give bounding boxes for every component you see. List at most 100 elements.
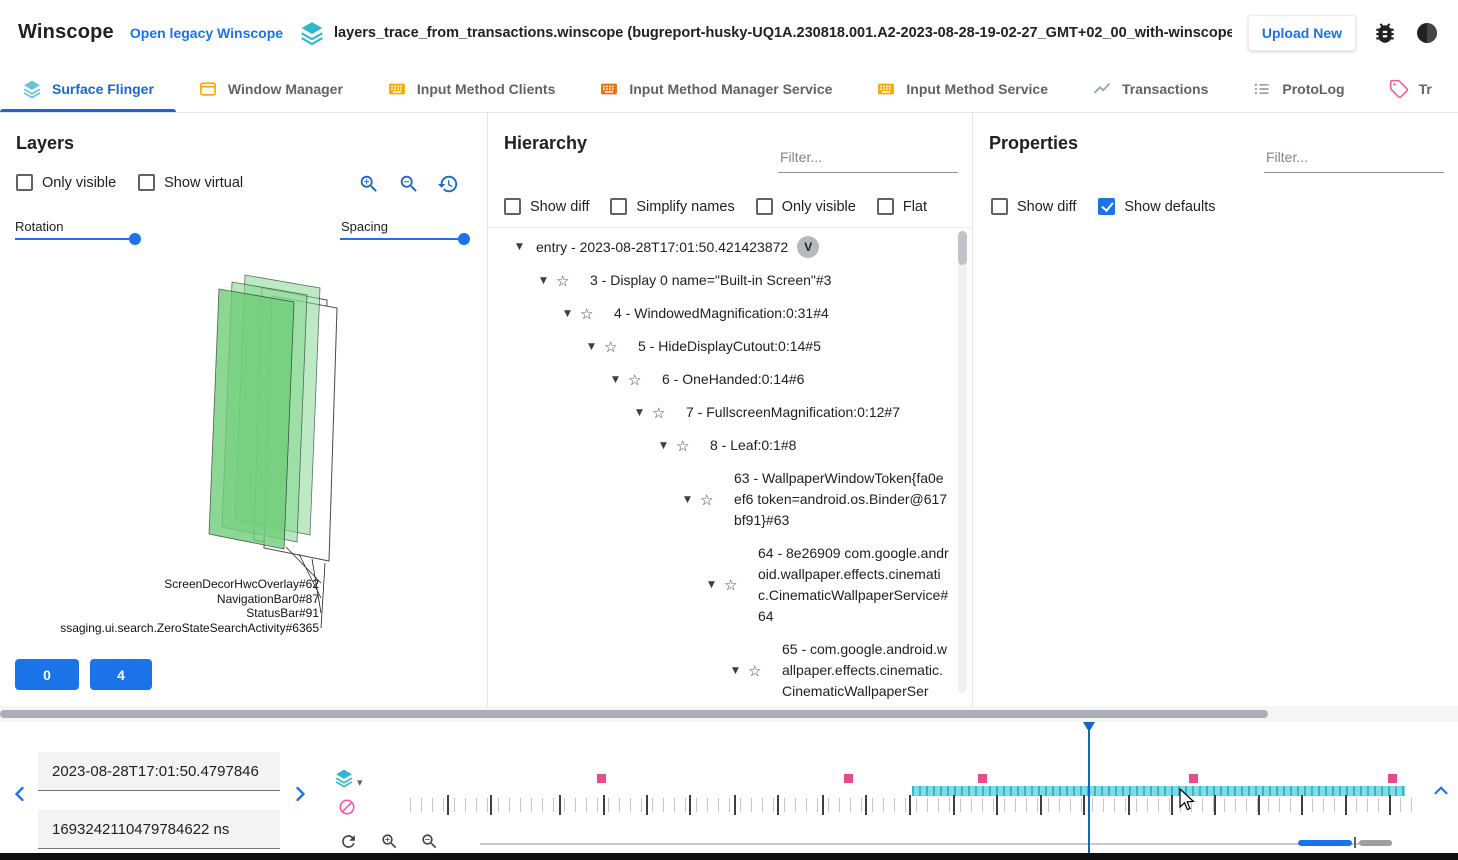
timeline-zoom-in-icon[interactable] (380, 832, 399, 851)
star-icon[interactable]: ☆ (748, 661, 762, 680)
spacing-slider[interactable] (340, 233, 470, 245)
tab-transitions[interactable]: Tr (1367, 65, 1454, 112)
trace-event-marker[interactable] (844, 774, 854, 783)
tab-input-method-clients[interactable]: Input Method Clients (365, 65, 577, 112)
expand-arrow-icon[interactable]: ▼ (516, 242, 523, 252)
tree-node[interactable]: ▼ ☆ 64 - 8e26909 com.google.android.wall… (708, 545, 949, 624)
zoom-range-thumb[interactable] (1359, 840, 1392, 846)
show-diff-checkbox[interactable]: Show diff (504, 198, 589, 215)
timeline-cursor-head[interactable] (1082, 722, 1095, 732)
zoom-out-icon[interactable] (398, 173, 420, 195)
zoom-range-selection[interactable] (1298, 840, 1352, 846)
expand-arrow-icon[interactable]: ▼ (684, 494, 691, 505)
only-visible-checkbox[interactable]: Only visible (16, 174, 116, 191)
checkbox[interactable] (504, 198, 521, 215)
tab-transactions[interactable]: Transactions (1070, 65, 1230, 112)
tree-node[interactable]: ▼ ☆ 4 - WindowedMagnification:0:31#4 (564, 304, 829, 323)
star-icon[interactable]: ☆ (580, 304, 594, 323)
open-legacy-link[interactable]: Open legacy Winscope (129, 24, 284, 41)
checkbox[interactable] (876, 198, 894, 215)
expand-timeline-icon[interactable] (1430, 780, 1452, 802)
horizontal-scrollbar-thumb[interactable] (0, 710, 1268, 718)
star-icon[interactable]: ☆ (556, 271, 570, 290)
checkbox[interactable] (991, 198, 1008, 215)
bug-report-icon[interactable] (1372, 20, 1398, 46)
horizontal-scrollbar[interactable] (0, 706, 1458, 722)
spacing-slider-thumb[interactable] (458, 233, 470, 245)
tab-window-manager[interactable]: Window Manager (176, 65, 365, 112)
tree-scrollbar-thumb[interactable] (958, 231, 967, 265)
tree-node[interactable]: ▼ ☆ 63 - WallpaperWindowToken{fa0eef6 to… (684, 470, 948, 528)
display-0-button[interactable]: 0 (15, 659, 79, 690)
ruler-major-tick (1301, 795, 1304, 815)
trace-event-marker[interactable] (1387, 774, 1397, 783)
expand-arrow-icon[interactable]: ▼ (708, 580, 715, 590)
previous-entry-button[interactable] (8, 782, 32, 806)
zoom-in-icon[interactable] (358, 173, 380, 195)
trace-event-marker[interactable] (977, 774, 987, 783)
star-icon[interactable]: ☆ (700, 490, 714, 509)
layer-label: StatusBar#91 (246, 606, 319, 621)
show-virtual-checkbox[interactable]: Show virtual (138, 174, 243, 191)
expand-arrow-icon[interactable]: ▼ (564, 308, 571, 319)
flat-checkbox[interactable]: Flat (876, 198, 927, 215)
timeline-zoom-out-icon[interactable] (420, 832, 439, 851)
upload-new-button[interactable]: Upload New (1247, 14, 1356, 51)
next-entry-button[interactable] (288, 782, 312, 806)
checkbox[interactable] (16, 174, 33, 191)
layers-3d-view[interactable] (0, 113, 487, 706)
display-4-button[interactable]: 4 (90, 659, 152, 690)
tab-surface-flinger[interactable]: Surface Flinger (0, 65, 176, 112)
dark-mode-icon[interactable] (1414, 20, 1440, 46)
expand-arrow-icon[interactable]: ▼ (588, 341, 595, 352)
expand-arrow-icon[interactable]: ▼ (660, 440, 667, 451)
checkbox[interactable] (138, 174, 156, 191)
trace-select-dropdown-icon[interactable]: ▾ (357, 776, 363, 789)
timestamp-human-field[interactable]: 2023-08-28T17:01:50.4797846 (38, 752, 280, 791)
tree-scrollbar[interactable] (958, 231, 967, 693)
star-icon[interactable]: ☆ (676, 436, 690, 455)
star-icon[interactable]: ☆ (652, 403, 666, 422)
rotation-slider[interactable] (15, 233, 141, 245)
checkbox[interactable] (1098, 198, 1116, 215)
only-visible-checkbox[interactable]: Only visible (755, 198, 856, 215)
tree-node[interactable]: ▼ ☆ 8 - Leaf:0:1#8 (660, 436, 797, 455)
transactions-disabled-icon[interactable] (338, 798, 356, 816)
tab-protolog[interactable]: ProtoLog (1230, 65, 1366, 112)
star-icon[interactable]: ☆ (724, 576, 738, 594)
trace-event-marker[interactable] (1188, 774, 1198, 783)
star-icon[interactable]: ☆ (604, 337, 618, 356)
tree-node[interactable]: ▼ ☆ 6 - OneHanded:0:14#6 (612, 370, 805, 389)
hierarchy-filter-input[interactable] (778, 145, 958, 173)
tree-node[interactable]: ▼ ☆ 5 - HideDisplayCutout:0:14#5 (588, 337, 821, 356)
show-defaults-checkbox[interactable]: Show defaults (1098, 198, 1215, 215)
timeline-cursor[interactable] (1082, 722, 1095, 853)
refresh-icon[interactable] (339, 832, 358, 851)
checkbox[interactable] (610, 198, 628, 215)
trace-entries-band[interactable] (911, 786, 1405, 796)
expand-arrow-icon[interactable]: ▼ (732, 665, 739, 676)
simplify-names-checkbox[interactable]: Simplify names (610, 198, 735, 215)
active-trace-layers-icon[interactable] (334, 768, 354, 788)
line-chart-icon (1092, 79, 1112, 99)
rotation-slider-thumb[interactable] (129, 233, 141, 245)
expand-arrow-icon[interactable]: ▼ (636, 407, 643, 418)
tab-input-method-manager-service[interactable]: Input Method Manager Service (577, 65, 854, 112)
tree-node-entry[interactable]: ▼ entry - 2023-08-28T17:01:50.421423872 … (488, 230, 956, 264)
tree-node[interactable]: ▼ ☆ 3 - Display 0 name="Built-in Screen"… (540, 271, 832, 290)
expand-arrow-icon[interactable]: ▼ (612, 374, 619, 385)
zoom-range-track[interactable] (480, 843, 1392, 845)
trace-event-marker[interactable] (596, 774, 606, 783)
expand-arrow-icon[interactable]: ▼ (540, 275, 547, 286)
tree-node[interactable]: ▼ ☆ 7 - FullscreenMagnification:0:12#7 (636, 403, 901, 422)
timeline-ruler[interactable] (410, 798, 1415, 812)
star-icon[interactable]: ☆ (628, 370, 642, 389)
checkbox[interactable] (755, 198, 773, 215)
show-diff-checkbox[interactable]: Show diff (991, 198, 1076, 215)
layer-name-labels: ScreenDecorHwcOverlay#62 NavigationBar0#… (0, 577, 319, 635)
timestamp-ns-field[interactable]: 1693242110479784622 ns (38, 810, 280, 849)
tree-node[interactable]: ▼ ☆ 65 - com.google.android.wallpaper.ef… (732, 641, 947, 699)
tab-input-method-service[interactable]: Input Method Service (854, 65, 1070, 112)
properties-filter-input[interactable] (1264, 145, 1444, 173)
reset-view-icon[interactable] (437, 173, 459, 195)
